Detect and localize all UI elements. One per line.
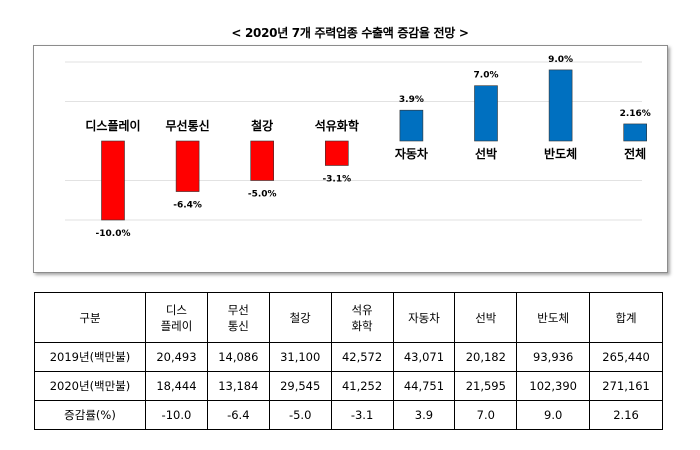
table-cell: 20,493: [145, 342, 208, 372]
table-header-cell: 무선 통신: [206, 292, 270, 343]
value-label: -5.0%: [248, 190, 277, 200]
category-label: 디스플레이: [85, 118, 140, 133]
table-cell: 271,161: [589, 371, 663, 401]
table-cell: 31,100: [268, 342, 332, 372]
table-row-label: 2020년(백만불): [34, 371, 146, 401]
table-cell: 18,444: [145, 371, 208, 401]
table-cell: 9.0: [516, 400, 591, 430]
table-cell: -3.1: [330, 400, 394, 430]
bar-4: [324, 140, 349, 166]
table-cell: 44,751: [392, 371, 456, 401]
table-row: 2020년(백만불) 18,444 13,184 29,545 41,252 4…: [34, 371, 663, 401]
value-label: -10.0%: [96, 229, 131, 239]
bar-7: [548, 69, 573, 142]
table-cell: 21,595: [454, 371, 518, 401]
table-header-cell: 합계: [589, 292, 663, 343]
table-cell: 41,252: [330, 371, 394, 401]
bar-5: [399, 109, 424, 142]
category-label: 석유화학: [315, 118, 359, 133]
value-label: 2.16%: [620, 109, 651, 119]
category-label: 반도체: [544, 146, 577, 161]
table-cell: 29,545: [268, 371, 332, 401]
table-header-cell: 반도체: [516, 292, 591, 343]
table-cell: 20,182: [454, 342, 518, 372]
table-cell: -6.4: [206, 400, 270, 430]
table-header-cell: 철강: [268, 292, 332, 343]
table-header-row: 구분 디스 플레이 무선 통신 철강 석유 화학 자동차 선박 반도체 합계: [34, 292, 663, 343]
table-header-cell: 석유 화학: [330, 292, 394, 343]
category-label: 자동차: [395, 146, 428, 161]
table-cell: -10.0: [145, 400, 208, 430]
bar-3: [250, 140, 274, 181]
table-header-cell: 선박: [454, 292, 518, 343]
value-label: 9.0%: [548, 55, 573, 65]
table-header-cell: 디스 플레이: [145, 292, 208, 343]
table-cell: 3.9: [392, 400, 456, 430]
value-label: 3.9%: [399, 95, 424, 105]
table-cell: 7.0: [454, 400, 518, 430]
table-header-cell: 구분: [34, 292, 146, 343]
bar-8: [623, 123, 648, 142]
table-cell: 13,184: [206, 371, 270, 401]
table-row-label: 2019년(백만불): [34, 342, 146, 372]
chart-area: 디스플레이 -10.0% 무선통신 -6.4% 철강 -5.0% 석유화학 -3.1% 자동차 3…: [33, 45, 668, 273]
chart-title: < 2020년 7개 주력업종 수출액 증감율 전망 >: [231, 26, 469, 40]
table-cell: 42,572: [330, 342, 394, 372]
bar-6: [474, 85, 498, 142]
table-cell: 43,071: [392, 342, 456, 372]
bar-1: [101, 140, 125, 221]
table-row: 증감률(%) -10.0 -6.4 -5.0 -3.1 3.9 7.0 9.0 …: [34, 400, 663, 430]
category-label: 무선통신: [166, 118, 210, 133]
category-label: 철강: [251, 118, 273, 133]
value-label: -3.1%: [322, 174, 351, 184]
table-cell: 102,390: [516, 371, 591, 401]
table-cell: 265,440: [589, 342, 663, 372]
bar-chart: 디스플레이 -10.0% 무선통신 -6.4% 철강 -5.0% 석유화학 -3.1% 자동차 3…: [65, 55, 651, 239]
bar-2: [175, 140, 200, 192]
value-label: -6.4%: [173, 201, 202, 211]
table-row-label: 증감률(%): [34, 400, 146, 430]
table-cell: 14,086: [206, 342, 270, 372]
table-cell: -5.0: [268, 400, 332, 430]
table-header-cell: 자동차: [392, 292, 456, 343]
category-label: 선박: [475, 146, 497, 161]
table-row: 2019년(백만불) 20,493 14,086 31,100 42,572 4…: [34, 342, 663, 372]
data-table: 구분 디스 플레이 무선 통신 철강 석유 화학 자동차 선박 반도체 합계 2…: [34, 292, 663, 430]
table-cell: 2.16: [589, 400, 663, 430]
value-label: 7.0%: [474, 71, 499, 81]
table-cell: 93,936: [516, 342, 591, 372]
category-label: 전체: [624, 146, 646, 161]
